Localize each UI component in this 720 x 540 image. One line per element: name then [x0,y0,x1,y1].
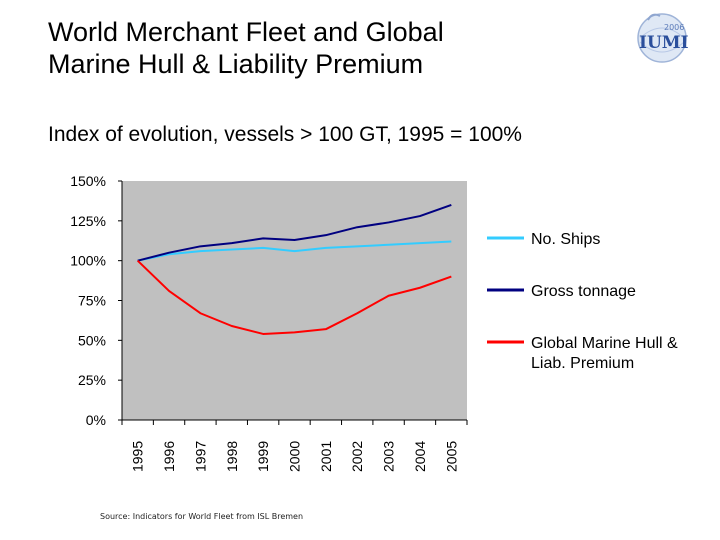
y-tick-label: 100% [70,253,106,269]
legend-label-3: Global Marine Hull & [531,335,678,352]
legend-label-2: Gross tonnage [531,283,636,300]
series-line-3 [136,259,452,335]
series-line-2 [137,203,452,262]
y-tick-label: 125% [70,213,106,229]
logo-text: IUMI [639,33,689,53]
x-tick-label: 2001 [318,441,334,472]
x-tick-label: 1995 [130,441,146,472]
series-line-1 [137,240,452,262]
x-tick-label: 1996 [161,441,177,472]
logo-year: 2006 [664,23,684,32]
slide-title: World Merchant Fleet and Global Marine H… [48,16,444,80]
x-tick-label: 2004 [412,441,428,472]
x-tick-label: 2000 [287,441,303,472]
chart-subtitle: Index of evolution, vessels > 100 GT, 19… [48,123,522,146]
source-note: Source: Indicators for World Fleet from … [100,512,304,521]
y-tick-label: 75% [78,293,106,309]
legend-label-1: No. Ships [531,231,600,248]
y-tick-label: 50% [78,332,106,348]
plot-area [122,181,467,420]
x-tick-label: 2003 [381,441,397,472]
y-tick-label: 150% [70,173,106,189]
legend-label-3: Liab. Premium [531,355,634,372]
x-tick-label: 2002 [349,441,365,472]
x-tick-label: 1999 [255,441,271,472]
y-tick-label: 25% [78,372,106,388]
x-tick-label: 1998 [224,441,240,472]
x-tick-label: 1997 [192,441,208,472]
slide-title-line-1: World Merchant Fleet and Global [48,17,444,47]
iumi-globe-logo-icon: 2006 IUMI [626,8,698,68]
x-tick-label: 2005 [443,441,459,472]
y-tick-label: 0% [86,412,106,428]
slide-title-line-2: Marine Hull & Liability Premium [48,49,424,79]
